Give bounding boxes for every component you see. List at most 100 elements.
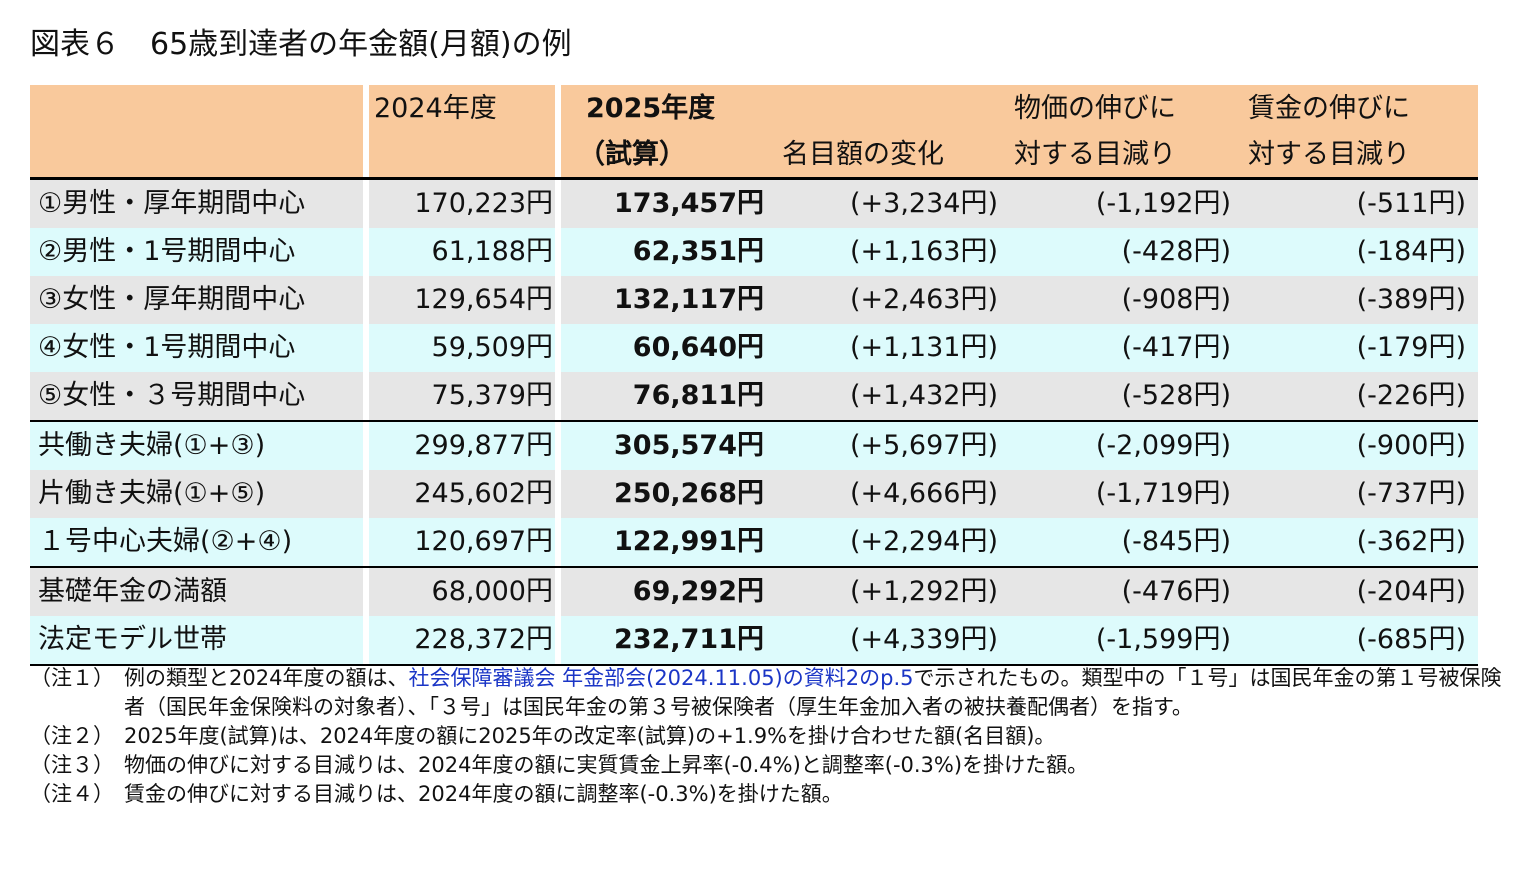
- row-label: １号中心夫婦(②+④): [38, 526, 293, 557]
- table-row: １号中心夫婦(②+④) 120,697円 122,991円 (+2,294円) (-84…: [30, 518, 1478, 566]
- table-row: 基礎年金の満額 68,000円 69,292円 (+1,292円) (-476円) (-2…: [30, 568, 1478, 616]
- table-bottom-rule: [30, 664, 1478, 666]
- note-1-pre: 例の類型と2024年度の額は、: [124, 666, 409, 690]
- value-2025: 250,268円: [614, 478, 764, 509]
- row-cell-bg: [369, 518, 555, 566]
- row-cell-bg: [30, 568, 363, 616]
- header-blank-cell: [30, 85, 363, 177]
- note-1: （注１） 例の類型と2024年度の額は、社会保障審議会 年金部会(2024.11…: [30, 664, 1505, 722]
- row-cell-bg: [369, 180, 555, 228]
- header-price-line2: 対する目減り: [1014, 139, 1176, 170]
- table-row: 片働き夫婦(①+⑤) 245,602円 250,268円 (+4,666円) (-1,7…: [30, 470, 1478, 518]
- row-cell-bg: [369, 470, 555, 518]
- header-nominal-change: 名目額の変化: [782, 139, 944, 170]
- figure-title: 図表６ 65歳到達者の年金額(月額)の例: [30, 27, 572, 62]
- header-price-line1: 物価の伸びに: [1014, 93, 1176, 124]
- row-cell-bg: [369, 276, 555, 324]
- nominal-change: (+1,131円): [850, 332, 998, 363]
- row-cell-bg: [30, 616, 363, 664]
- value-2025: 76,811円: [632, 380, 764, 411]
- price-reduction: (-2,099円): [1095, 430, 1231, 461]
- wage-reduction: (-511円): [1356, 188, 1466, 219]
- value-2024: 120,697円: [414, 526, 553, 557]
- wage-reduction: (-362円): [1356, 526, 1466, 557]
- value-2025: 173,457円: [614, 188, 764, 219]
- value-2024: 228,372円: [414, 624, 553, 655]
- row-cell-bg: [30, 324, 363, 372]
- row-cell-bg: [30, 228, 363, 276]
- table-row: ①男性・厚年期間中心 170,223円 173,457円 (+3,234円) (-1,1…: [30, 180, 1478, 228]
- row-cell-bg: [561, 180, 1478, 228]
- note-3-label: （注３）: [30, 753, 114, 777]
- row-label: 基礎年金の満額: [38, 576, 227, 607]
- price-reduction: (-528円): [1121, 380, 1231, 411]
- value-2024: 170,223円: [414, 188, 553, 219]
- row-cell-bg: [369, 228, 555, 276]
- row-label: ③女性・厚年期間中心: [38, 284, 306, 315]
- note-4-text: 賃金の伸びに対する目減りは、2024年度の額に調整率(-0.3%)を掛けた額。: [124, 782, 843, 806]
- value-2025: 62,351円: [632, 236, 764, 267]
- row-cell-bg: [561, 228, 1478, 276]
- note-4-label: （注４）: [30, 782, 114, 806]
- footnotes: （注１） 例の類型と2024年度の額は、社会保障審議会 年金部会(2024.11…: [30, 664, 1505, 809]
- nominal-change: (+1,163円): [850, 236, 998, 267]
- nominal-change: (+2,294円): [850, 526, 998, 557]
- row-cell-bg: [30, 422, 363, 470]
- row-cell-bg: [30, 470, 363, 518]
- table-row: ②男性・1号期間中心 61,188円 62,351円 (+1,163円) (-428円)…: [30, 228, 1478, 276]
- wage-reduction: (-389円): [1356, 284, 1466, 315]
- note-3-text: 物価の伸びに対する目減りは、2024年度の額に実質賃金上昇率(-0.4%)と調整…: [124, 753, 1089, 777]
- row-cell-bg: [561, 518, 1478, 566]
- value-2024: 61,188円: [431, 236, 553, 267]
- header-2024-cell: [369, 85, 555, 177]
- price-reduction: (-476円): [1121, 576, 1231, 607]
- pension-table: 2024年度 2025年度 （試算） 名目額の変化 物価の伸びに 対する目減り …: [30, 85, 1478, 666]
- value-2025: 132,117円: [614, 284, 764, 315]
- row-label: ②男性・1号期間中心: [38, 236, 296, 267]
- row-label: 共働き夫婦(①+③): [38, 430, 266, 461]
- row-label: ①男性・厚年期間中心: [38, 188, 306, 219]
- row-cell-bg: [369, 324, 555, 372]
- note-1-text: 例の類型と2024年度の額は、社会保障審議会 年金部会(2024.11.05)の…: [124, 664, 1505, 722]
- header-wage-line1: 賃金の伸びに: [1248, 93, 1410, 124]
- row-cell-bg: [369, 568, 555, 616]
- price-reduction: (-845円): [1121, 526, 1231, 557]
- row-cell-bg: [369, 422, 555, 470]
- row-cell-bg: [30, 372, 363, 420]
- row-cell-bg: [369, 372, 555, 420]
- row-label: 片働き夫婦(①+⑤): [38, 478, 266, 509]
- note-4: （注４） 賃金の伸びに対する目減りは、2024年度の額に調整率(-0.3%)を掛…: [30, 780, 1505, 809]
- price-reduction: (-1,192円): [1095, 188, 1231, 219]
- row-cell-bg: [561, 616, 1478, 664]
- note-1-label: （注１）: [30, 666, 114, 690]
- row-cell-bg: [30, 276, 363, 324]
- value-2025: 122,991円: [614, 526, 764, 557]
- row-cell-bg: [561, 422, 1478, 470]
- row-cell-bg: [561, 568, 1478, 616]
- row-cell-bg: [561, 470, 1478, 518]
- nominal-change: (+4,339円): [850, 624, 998, 655]
- header-wage-line2: 対する目減り: [1248, 139, 1410, 170]
- wage-reduction: (-179円): [1356, 332, 1466, 363]
- value-2025: 232,711円: [614, 624, 764, 655]
- price-reduction: (-1,599円): [1095, 624, 1231, 655]
- nominal-change: (+2,463円): [850, 284, 998, 315]
- table-row: ⑤女性・３号期間中心 75,379円 76,811円 (+1,432円) (-528円)…: [30, 372, 1478, 420]
- note-2-label: （注２）: [30, 724, 114, 748]
- row-cell-bg: [561, 324, 1478, 372]
- value-2025: 305,574円: [614, 430, 764, 461]
- wage-reduction: (-685円): [1356, 624, 1466, 655]
- source-link[interactable]: 社会保障審議会 年金部会(2024.11.05)の資料2のp.5: [408, 666, 914, 690]
- group-separator: [30, 420, 1478, 422]
- header-2025-note: （試算）: [578, 139, 686, 170]
- value-2025: 69,292円: [632, 576, 764, 607]
- note-2: （注２） 2025年度(試算)は、2024年度の額に2025年の改定率(試算)の…: [30, 722, 1505, 751]
- wage-reduction: (-900円): [1356, 430, 1466, 461]
- price-reduction: (-428円): [1121, 236, 1231, 267]
- table-header: 2024年度 2025年度 （試算） 名目額の変化 物価の伸びに 対する目減り …: [30, 85, 1478, 177]
- table-row: 共働き夫婦(①+③) 299,877円 305,574円 (+5,697円) (-2,0…: [30, 422, 1478, 470]
- wage-reduction: (-204円): [1356, 576, 1466, 607]
- header-2024: 2024年度: [374, 93, 497, 124]
- price-reduction: (-908円): [1121, 284, 1231, 315]
- nominal-change: (+5,697円): [850, 430, 998, 461]
